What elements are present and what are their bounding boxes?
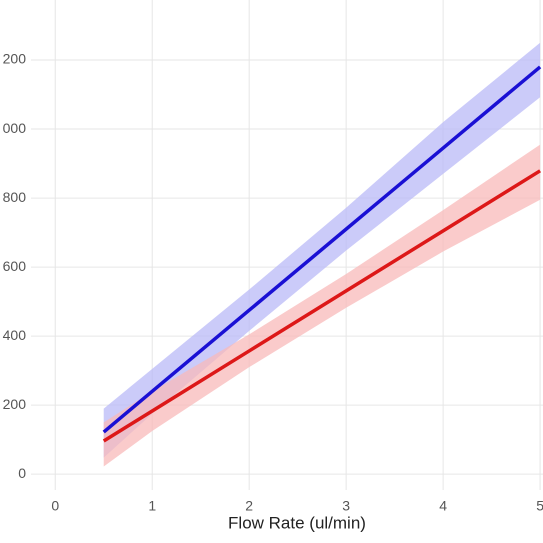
x-tick-label: 1 xyxy=(148,498,156,514)
y-tick-label: 000 xyxy=(3,120,27,136)
y-tick-label: 400 xyxy=(3,327,27,343)
x-tick-label: 2 xyxy=(245,498,253,514)
y-tick-label: 200 xyxy=(3,51,27,67)
line xyxy=(102,169,542,443)
y-tick-label: 600 xyxy=(3,258,27,274)
x-axis-title: Flow Rate (ul/min) xyxy=(228,513,366,532)
x-tick-label: 3 xyxy=(342,498,350,514)
x-tick-label: 5 xyxy=(536,498,543,514)
y-tick-label: 800 xyxy=(3,189,27,205)
x-tick-label: 4 xyxy=(439,498,447,514)
y-tick-label: 0 xyxy=(18,465,26,481)
x-tick-label: 0 xyxy=(51,498,59,514)
line xyxy=(102,65,542,434)
y-tick-label: 200 xyxy=(3,396,27,412)
